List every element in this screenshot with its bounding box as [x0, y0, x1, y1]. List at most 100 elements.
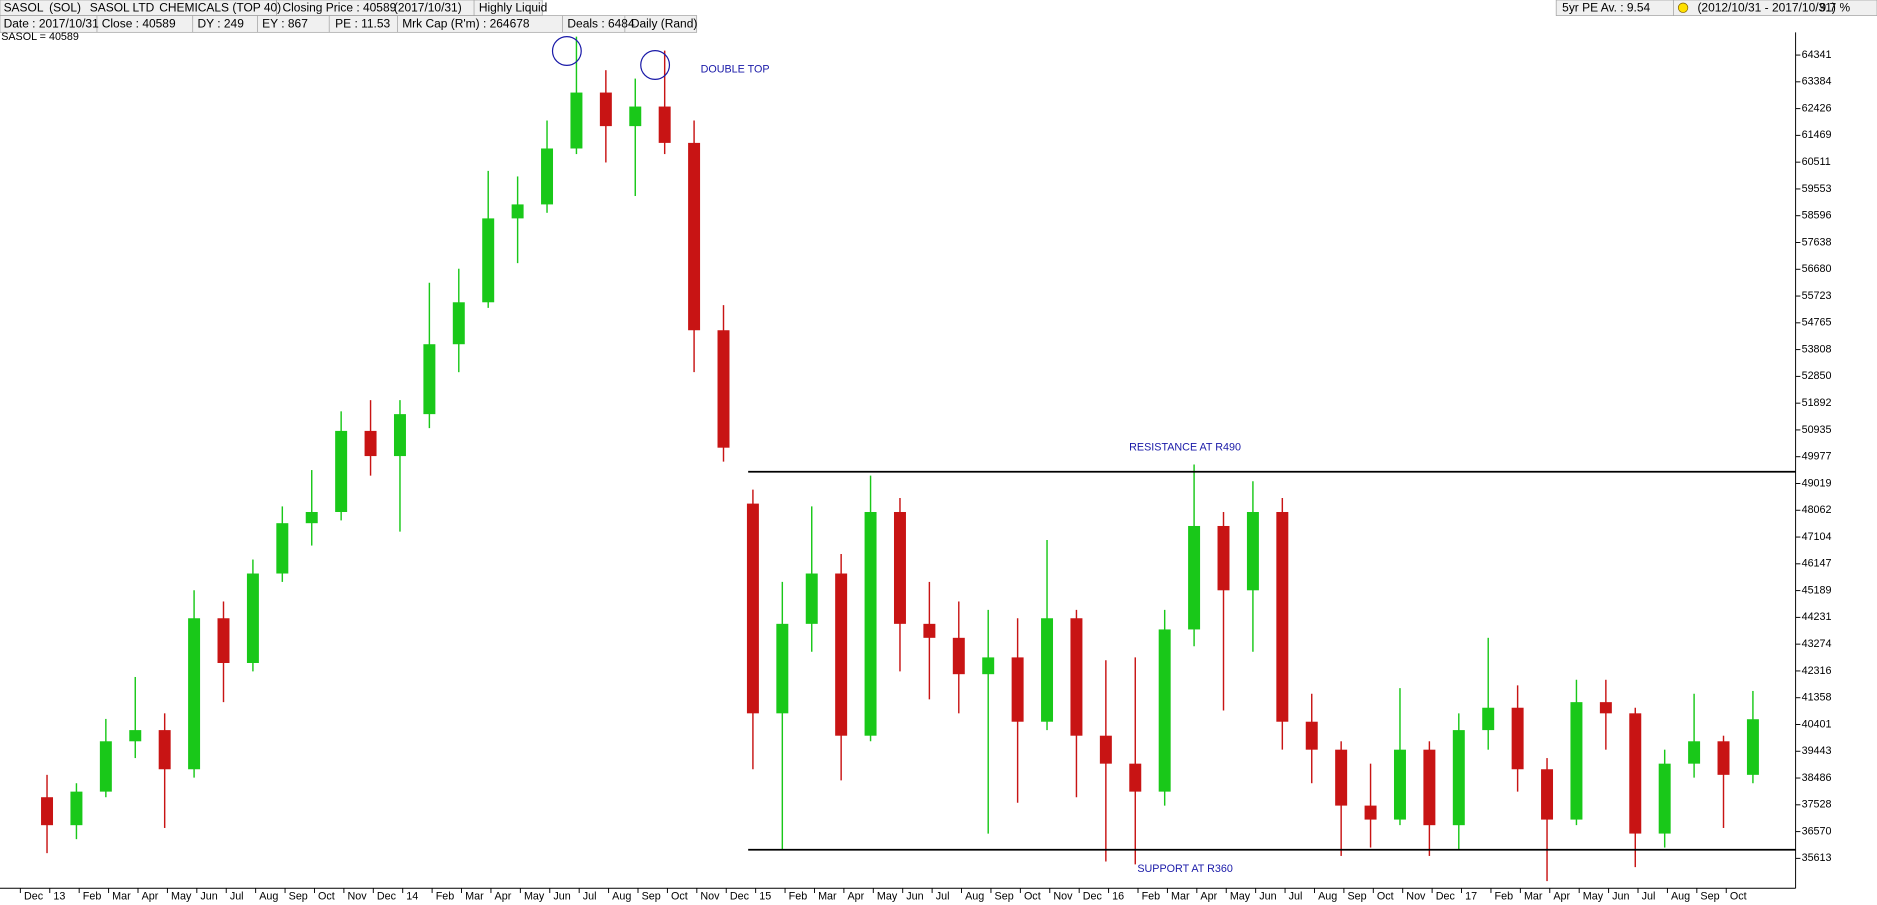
x-tick-label: Mar: [112, 890, 131, 902]
candle-body: [570, 92, 583, 149]
y-tick-label: 64341: [1802, 49, 1832, 61]
candle-body: [688, 142, 701, 331]
x-tick-label: Oct: [1024, 890, 1041, 902]
candle-body: [923, 623, 936, 638]
x-tick-label: Dec: [1083, 890, 1103, 902]
x-tick-label: Feb: [789, 890, 808, 902]
y-tick-label: 58596: [1802, 210, 1832, 222]
x-tick-label: Dec: [377, 890, 397, 902]
x-tick-label: Jul: [230, 890, 244, 902]
x-tick-label: 14: [406, 890, 418, 902]
header-cell: Close : 40589: [102, 17, 176, 31]
x-tick-label: Jun: [200, 890, 217, 902]
candle-body: [541, 148, 554, 205]
y-tick-label: 36570: [1802, 825, 1832, 837]
x-tick-label: Jun: [906, 890, 923, 902]
y-tick-label: 44231: [1802, 611, 1832, 623]
x-tick-label: Nov: [1406, 890, 1426, 902]
candle-body: [1011, 657, 1024, 722]
candle-body: [1335, 749, 1348, 806]
header-cell: DY : 249: [198, 17, 245, 31]
y-tick-label: 43274: [1802, 638, 1832, 650]
x-tick-label: Jun: [553, 890, 570, 902]
y-tick-label: 50935: [1802, 424, 1832, 436]
candle-body: [276, 523, 289, 574]
x-tick-label: Oct: [671, 890, 688, 902]
candle-body: [1276, 511, 1289, 722]
y-tick-label: 37528: [1802, 799, 1832, 811]
candle-body: [1570, 702, 1583, 820]
x-tick-label: May: [524, 890, 545, 902]
candle-body: [864, 511, 877, 736]
candle-body: [1511, 707, 1524, 770]
y-tick-label: 57638: [1802, 236, 1832, 248]
x-tick-label: 15: [759, 890, 771, 902]
candle-body: [893, 511, 906, 624]
header-cell: PE : 11.53: [335, 17, 390, 31]
candle-body: [452, 302, 465, 345]
x-tick-label: Oct: [318, 890, 335, 902]
candle-body: [1629, 713, 1642, 834]
x-tick-label: Sep: [289, 890, 308, 902]
candle-body: [41, 797, 54, 826]
x-tick-label: Mar: [465, 890, 484, 902]
candle-body: [364, 430, 377, 457]
candle-body: [335, 430, 348, 512]
candle-body: [99, 741, 112, 792]
candle-body: [217, 618, 230, 663]
x-tick-label: Oct: [1730, 890, 1747, 902]
header-cell: Mrk Cap (R'm) : 264678: [402, 17, 530, 31]
annotation: DOUBLE TOP: [701, 64, 770, 76]
x-tick-label: Aug: [612, 890, 631, 902]
x-tick-label: Aug: [1318, 890, 1337, 902]
y-tick-label: 63384: [1802, 76, 1832, 88]
candle-body: [1364, 805, 1377, 820]
x-tick-label: Dec: [730, 890, 750, 902]
candle-body: [1717, 741, 1730, 775]
y-tick-label: 47104: [1802, 531, 1832, 543]
candle-body: [776, 623, 789, 714]
candle-body: [246, 573, 259, 663]
x-tick-label: Nov: [1053, 890, 1073, 902]
x-tick-label: 13: [53, 890, 65, 902]
candle-body: [746, 503, 759, 714]
y-tick-label: 41358: [1802, 692, 1832, 704]
candle-body: [835, 573, 848, 736]
x-tick-label: Oct: [1377, 890, 1394, 902]
x-tick-label: Aug: [965, 890, 984, 902]
x-tick-label: Dec: [24, 890, 44, 902]
x-tick-label: Sep: [1347, 890, 1366, 902]
x-tick-label: May: [1583, 890, 1604, 902]
header-cell: (2012/10/31 - 2017/10/31): [1697, 1, 1835, 15]
y-tick-label: 49019: [1802, 477, 1832, 489]
x-tick-label: Apr: [142, 890, 159, 902]
candle-body: [1658, 763, 1671, 834]
candle-body: [1246, 511, 1259, 591]
candle-body: [1746, 719, 1759, 775]
x-tick-label: Sep: [642, 890, 661, 902]
y-tick-label: 45189: [1802, 584, 1832, 596]
x-tick-label: Aug: [259, 890, 278, 902]
x-tick-label: Apr: [1553, 890, 1570, 902]
candle-body: [129, 730, 142, 742]
header-cell: Highly Liquid: [479, 1, 548, 15]
y-tick-label: 61469: [1802, 129, 1832, 141]
header-cell: Closing Price : 40589: [283, 1, 397, 15]
x-tick-label: Jul: [1642, 890, 1656, 902]
y-tick-label: 52850: [1802, 370, 1832, 382]
x-tick-label: May: [1230, 890, 1251, 902]
x-tick-label: 17: [1465, 890, 1477, 902]
header-row2: [0, 15, 698, 33]
x-tick-label: Jul: [583, 890, 597, 902]
highlight-circle: [551, 36, 582, 66]
candle-body: [1688, 741, 1701, 764]
x-tick-label: Mar: [1171, 890, 1190, 902]
candle-body: [511, 204, 524, 219]
x-tick-label: Aug: [1671, 890, 1690, 902]
x-tick-label: Mar: [818, 890, 837, 902]
header-cell: Daily (Rand): [631, 17, 698, 31]
candle-body: [1393, 749, 1406, 820]
x-tick-label: Sep: [1700, 890, 1719, 902]
